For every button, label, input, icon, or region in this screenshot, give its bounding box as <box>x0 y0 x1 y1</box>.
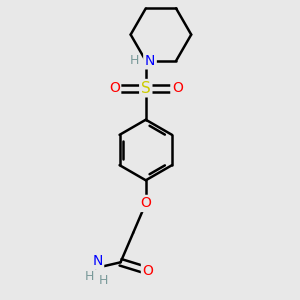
Text: N: N <box>92 254 103 268</box>
Text: H: H <box>84 270 94 283</box>
Text: H: H <box>99 274 108 287</box>
Text: N: N <box>145 54 155 68</box>
Text: S: S <box>141 81 151 96</box>
Text: O: O <box>142 264 153 278</box>
Text: H: H <box>129 54 139 67</box>
Text: O: O <box>172 81 183 95</box>
Text: O: O <box>109 81 120 95</box>
Text: O: O <box>140 196 151 210</box>
